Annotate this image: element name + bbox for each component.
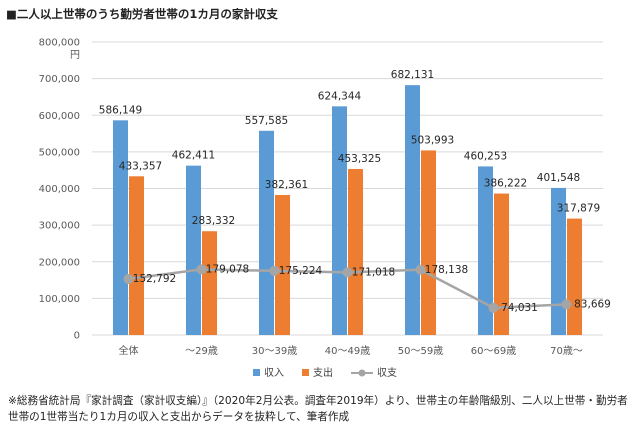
bar-収入-3 (332, 106, 347, 335)
bars (113, 85, 582, 335)
line-point-4 (415, 264, 426, 275)
line-value-label: 175,224 (279, 265, 323, 277)
data-labels: 586,149 433,357 462,411 283,332 557,585 382,3… (99, 69, 611, 314)
legend-label: 支出 (313, 366, 333, 379)
x-tick-label: 全体 (119, 344, 139, 357)
y-tick-label: 700,000 (39, 74, 80, 85)
bar-value-label: 433,357 (119, 160, 162, 172)
household-budget-chart: 0 100,000 200,000 300,000 400,000 500,000 600,… (39, 38, 611, 380)
y-tick-label: 200,000 (39, 257, 80, 268)
x-tick-label: 40～49歳 (325, 345, 370, 357)
bar-収入-5 (478, 166, 493, 335)
bar-支出-0 (129, 176, 144, 335)
legend-label: 収支 (377, 367, 397, 379)
balance-line (123, 264, 572, 313)
y-axis-ticks: 0 100,000 200,000 300,000 400,000 500,000 600,… (39, 38, 80, 342)
bar-支出-5 (494, 193, 509, 335)
x-tick-label: 70歳～ (550, 345, 583, 357)
bar-value-label: 462,411 (172, 150, 215, 162)
line-value-label: 83,669 (574, 298, 611, 310)
y-tick-label: 400,000 (39, 184, 80, 195)
bar-value-label: 624,344 (318, 90, 362, 102)
line-point-2 (269, 265, 280, 276)
bar-支出-6 (567, 218, 582, 335)
gridlines (92, 41, 603, 336)
bar-value-label: 682,131 (391, 69, 434, 81)
x-tick-label: 60～69歳 (471, 345, 516, 357)
x-tick-label: ～29歳 (185, 345, 218, 357)
line-point-6 (561, 299, 572, 310)
bar-支出-2 (275, 194, 290, 335)
legend-label: 収入 (264, 367, 284, 379)
y-tick-label: 500,000 (39, 147, 80, 158)
x-tick-label: 30～39歳 (252, 345, 297, 357)
line-value-label: 152,792 (133, 273, 176, 285)
bar-value-label: 382,361 (265, 179, 308, 191)
bar-value-label: 401,548 (537, 172, 580, 184)
legend-swatch (253, 369, 260, 376)
bar-収入-0 (113, 120, 128, 335)
line-value-label: 74,031 (501, 302, 538, 314)
line-point-5 (488, 302, 499, 313)
y-tick-label: 300,000 (39, 221, 80, 232)
bar-支出-3 (348, 168, 363, 335)
bar-支出-4 (421, 150, 436, 335)
y-tick-label: 800,000 (39, 38, 80, 49)
x-tick-label: 50～59歳 (398, 345, 443, 357)
bar-value-label: 586,149 (99, 104, 142, 116)
y-axis-unit: 円 (70, 50, 80, 61)
bar-収入-2 (259, 130, 274, 335)
line-point-1 (196, 264, 207, 275)
source-note: ※総務省統計局『家計調査（家計収支編）』（2020年2月公表。調査年2019年）… (8, 395, 628, 423)
legend: 収入 支出 収支 (253, 366, 397, 379)
bar-収入-4 (405, 85, 420, 335)
line-value-label: 178,138 (425, 264, 468, 276)
bar-value-label: 283,332 (192, 215, 235, 227)
bar-支出-1 (202, 231, 217, 335)
legend-marker (358, 369, 366, 377)
line-point-3 (342, 267, 353, 278)
y-tick-label: 0 (74, 331, 80, 342)
bar-収入-1 (186, 165, 201, 335)
bar-value-label: 557,585 (245, 115, 288, 127)
bar-value-label: 503,993 (411, 134, 454, 146)
page-title: ■二人以上世帯のうち勤労者世帯の1カ月の家計収支 (6, 7, 278, 21)
line-value-label: 171,018 (352, 266, 395, 278)
bar-収入-6 (551, 187, 566, 335)
bar-value-label: 317,879 (557, 203, 600, 215)
legend-swatch (302, 369, 309, 376)
bar-value-label: 386,222 (484, 178, 527, 190)
line-point-0 (123, 274, 134, 285)
bar-value-label: 453,325 (338, 153, 381, 165)
line-value-label: 179,078 (206, 263, 249, 275)
y-tick-label: 600,000 (39, 111, 80, 122)
bar-value-label: 460,253 (464, 150, 507, 162)
x-axis-ticks: 全体 ～29歳 30～39歳 40～49歳 50～59歳 60～69歳 70歳～ (119, 344, 583, 357)
y-tick-label: 100,000 (39, 294, 80, 305)
